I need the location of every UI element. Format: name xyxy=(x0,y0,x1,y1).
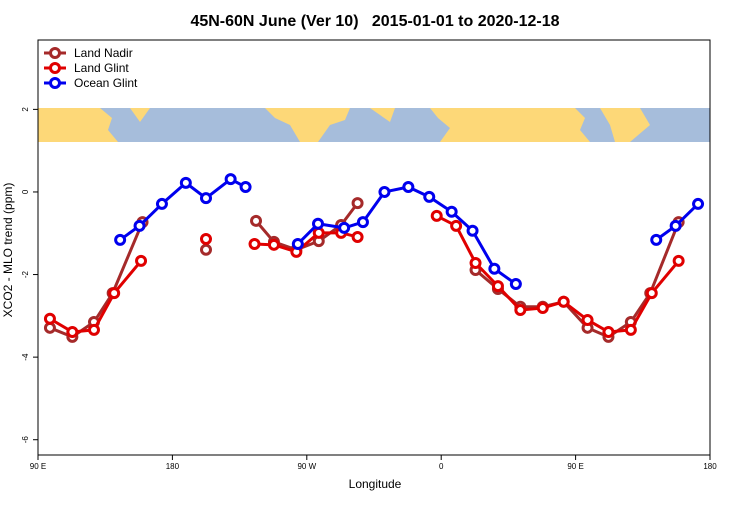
legend-marker xyxy=(49,47,61,59)
point xyxy=(135,254,148,267)
point xyxy=(445,205,458,218)
series-line xyxy=(436,214,680,334)
point xyxy=(624,323,637,336)
land xyxy=(430,108,590,142)
point xyxy=(450,219,463,232)
point xyxy=(248,237,261,250)
series-line xyxy=(474,221,681,339)
y-tick-label: -2 xyxy=(21,270,30,278)
map-band xyxy=(38,108,710,142)
point xyxy=(650,233,663,246)
point xyxy=(466,224,479,237)
point xyxy=(224,173,237,186)
point xyxy=(351,230,364,243)
y-tick-label: -6 xyxy=(21,436,30,444)
point xyxy=(291,237,304,250)
legend-label: Land Nadir xyxy=(74,46,133,60)
x-tick-label: 90 W xyxy=(297,462,316,471)
point xyxy=(356,216,369,229)
ocean xyxy=(38,108,710,142)
point xyxy=(179,176,192,189)
point xyxy=(155,197,168,210)
point xyxy=(114,233,127,246)
point xyxy=(200,192,212,205)
legend-label: Land Glint xyxy=(74,61,129,75)
land xyxy=(600,108,650,142)
land xyxy=(370,108,395,122)
point xyxy=(581,313,594,326)
point xyxy=(88,323,100,336)
point xyxy=(602,325,615,338)
legend-marker xyxy=(49,62,61,74)
x-tick-label: 90 E xyxy=(567,462,583,471)
x-tick-label: 90 E xyxy=(30,462,46,471)
point xyxy=(469,256,482,269)
land xyxy=(265,108,350,142)
x-tick-label: 180 xyxy=(166,462,180,471)
point xyxy=(645,287,658,300)
point xyxy=(200,243,212,256)
point xyxy=(200,233,212,246)
y-tick-label: 0 xyxy=(21,189,30,194)
chart-title: 45N-60N June (Ver 10) 2015-01-01 to 2020… xyxy=(190,13,559,30)
point xyxy=(423,190,436,203)
point xyxy=(491,280,504,293)
point xyxy=(430,209,443,222)
point xyxy=(338,221,351,234)
point xyxy=(488,262,501,275)
legend-marker xyxy=(49,77,61,89)
point xyxy=(514,304,527,317)
point xyxy=(108,287,121,300)
x-axis-label: Longitude xyxy=(349,477,402,491)
point xyxy=(250,214,263,227)
plot-frame xyxy=(37,39,711,456)
point xyxy=(536,301,549,314)
point xyxy=(402,181,415,194)
point xyxy=(66,325,79,338)
point xyxy=(378,185,391,198)
point xyxy=(557,295,570,308)
point xyxy=(692,197,705,210)
y-tick-label: -4 xyxy=(21,353,30,361)
point xyxy=(509,278,522,291)
point xyxy=(267,238,280,251)
point xyxy=(312,217,324,230)
land xyxy=(38,108,118,142)
point xyxy=(351,197,364,210)
point xyxy=(672,254,685,267)
point xyxy=(133,219,146,232)
x-tick-label: 0 xyxy=(439,462,444,471)
point xyxy=(669,219,682,232)
point xyxy=(43,312,56,325)
point xyxy=(239,181,252,194)
legend-label: Ocean Glint xyxy=(74,76,138,90)
land xyxy=(130,108,150,122)
x-tick-label: 180 xyxy=(703,462,717,471)
y-axis-label: XCO2 - MLO trend (ppm) xyxy=(1,183,15,318)
y-tick-label: 2 xyxy=(21,107,30,112)
